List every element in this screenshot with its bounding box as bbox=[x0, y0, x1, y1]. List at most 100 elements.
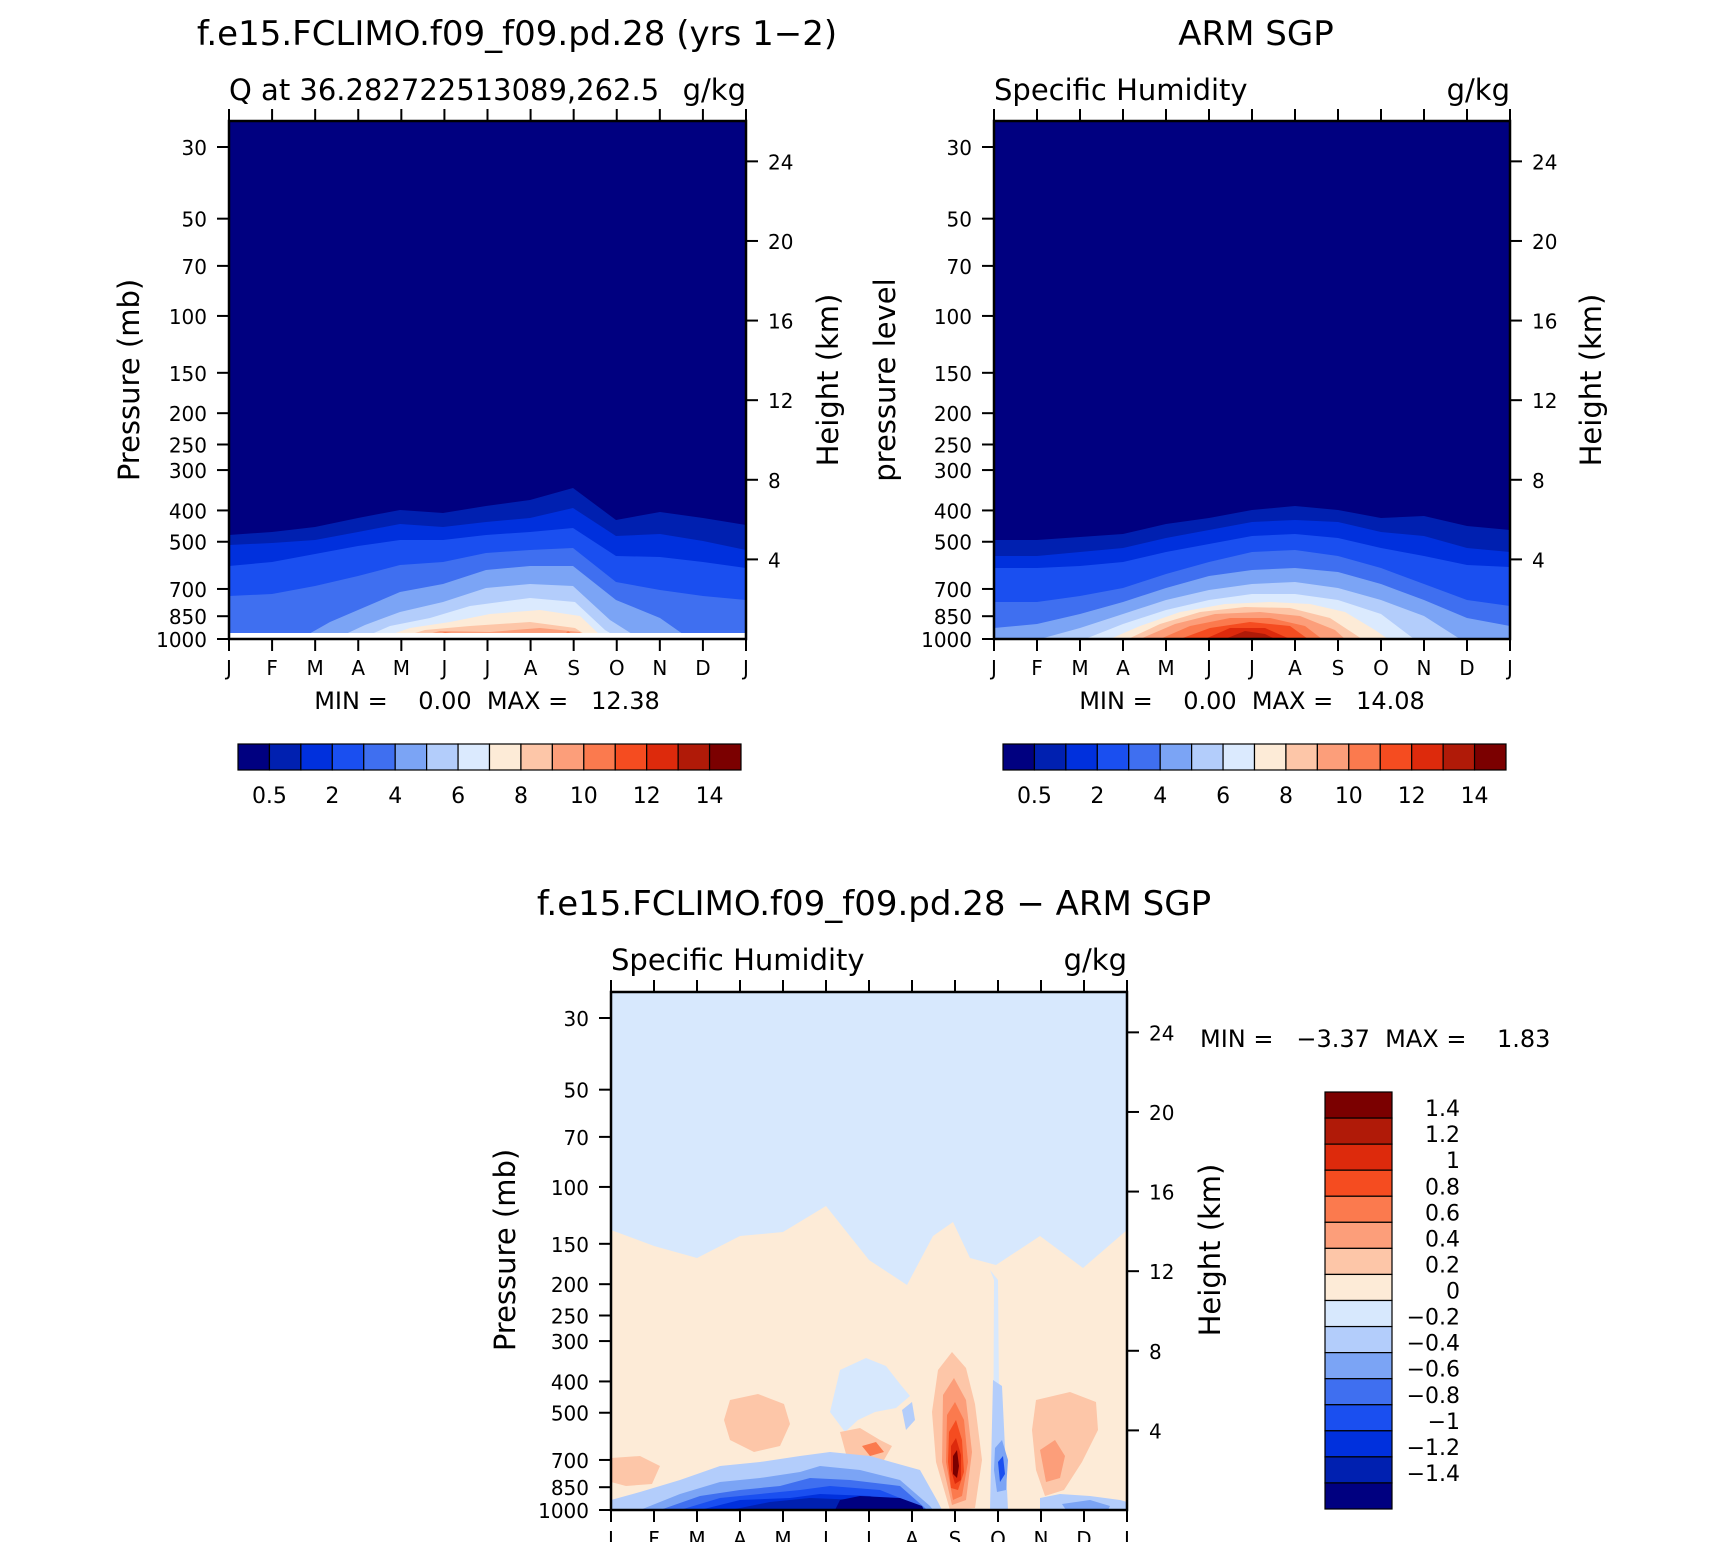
colorbar-swatch bbox=[1324, 1143, 1393, 1171]
colorbar-diff: 1.41.210.80.60.40.20−0.2−0.4−0.6−0.8−1−1… bbox=[1324, 1091, 1460, 1510]
colorbar-swatch bbox=[520, 743, 553, 771]
y-right-tick-label: 8 bbox=[1532, 469, 1545, 493]
x-tick-label: J bbox=[989, 656, 997, 680]
colorbar-swatch bbox=[583, 743, 616, 771]
y-left-tick-label: 250 bbox=[551, 1304, 589, 1328]
colorbar-swatch bbox=[614, 743, 648, 771]
colorbar-swatch bbox=[1473, 743, 1507, 771]
y-left-tick-label: 700 bbox=[934, 578, 972, 602]
colorbar-label: −0.4 bbox=[1407, 1332, 1460, 1357]
y-right-tick-label: 16 bbox=[1149, 1181, 1174, 1205]
y-right-label: Height (km) bbox=[1574, 294, 1608, 467]
x-tick-label: N bbox=[652, 656, 667, 680]
x-tick-label: M bbox=[393, 656, 410, 680]
colorbar-swatch bbox=[237, 743, 271, 771]
y-left-tick-label: 200 bbox=[934, 402, 972, 426]
colorbar-label: 0.8 bbox=[1425, 1175, 1460, 1200]
colorbar-label: −1 bbox=[1428, 1410, 1460, 1435]
colorbar-swatch bbox=[1324, 1299, 1393, 1328]
y-left-tick-label: 200 bbox=[169, 402, 207, 426]
colorbar-label: 8 bbox=[1279, 784, 1293, 809]
y-left-tick-label: 150 bbox=[934, 362, 972, 386]
contour-band-gt1p4 bbox=[953, 1450, 959, 1478]
colorbar-label: 10 bbox=[570, 784, 598, 809]
colorbar-swatch bbox=[1324, 1352, 1393, 1380]
min-max-stats: MIN = −3.37 MAX = 1.83 bbox=[1200, 1025, 1550, 1053]
colorbar-swatch bbox=[1348, 743, 1381, 771]
y-left-tick-label: 850 bbox=[169, 605, 207, 629]
x-tick-label: O bbox=[990, 1527, 1006, 1542]
contour-field bbox=[229, 121, 746, 639]
colorbar-swatch bbox=[1324, 1247, 1393, 1276]
x-tick-label: F bbox=[266, 656, 278, 680]
x-tick-label: A bbox=[524, 656, 538, 680]
y-left-tick-label: 400 bbox=[934, 499, 972, 523]
y-left-tick-label: 150 bbox=[169, 362, 207, 386]
x-tick-label: J bbox=[1122, 1527, 1130, 1542]
y-left-tick-label: 500 bbox=[169, 531, 207, 555]
x-tick-label: J bbox=[821, 1527, 829, 1542]
colorbar-label: 14 bbox=[696, 784, 724, 809]
y-right-axis: 24 20 16 12 8 4 bbox=[746, 150, 793, 572]
colorbar-swatch bbox=[1442, 743, 1476, 771]
colorbar-swatch bbox=[551, 743, 585, 771]
y-left-label: Pressure (mb) bbox=[488, 1149, 522, 1351]
x-tick-label: O bbox=[1373, 656, 1389, 680]
y-left-tick-label: 70 bbox=[182, 255, 207, 279]
contour-band bbox=[998, 1456, 1005, 1482]
x-tick-label: A bbox=[733, 1527, 747, 1542]
colorbar-swatch bbox=[646, 743, 679, 771]
colorbar-swatch bbox=[1324, 1221, 1393, 1249]
x-tick-label: J bbox=[483, 656, 491, 680]
contour-field bbox=[611, 992, 1127, 1510]
contour-band bbox=[724, 1394, 790, 1452]
colorbar-swatch bbox=[1324, 1195, 1393, 1223]
y-right-tick-label: 12 bbox=[1149, 1260, 1174, 1284]
y-left-tick-label: 100 bbox=[551, 1176, 589, 1200]
contour-band-lt-neg1p4 bbox=[835, 1496, 924, 1510]
colorbar: 0.5 2 4 6 8 10 12 14 bbox=[237, 743, 742, 809]
y-left-tick-label: 400 bbox=[551, 1370, 589, 1394]
colorbar-label: 0.6 bbox=[1425, 1201, 1460, 1226]
colorbar-label: 1.2 bbox=[1425, 1123, 1460, 1148]
y-left-tick-label: 300 bbox=[169, 459, 207, 483]
y-right-tick-label: 20 bbox=[1532, 230, 1557, 254]
x-tick-label: A bbox=[905, 1527, 919, 1542]
panel-title: f.e15.FCLIMO.f09_f09.pd.28 − ARM SGP bbox=[537, 884, 1211, 924]
y-left-tick-label: 30 bbox=[947, 136, 972, 160]
colorbar-label: −1.4 bbox=[1407, 1462, 1460, 1487]
colorbar-label: 4 bbox=[388, 784, 402, 809]
colorbar-swatch bbox=[1324, 1091, 1393, 1119]
y-left-tick-label: 250 bbox=[934, 433, 972, 457]
colorbar-swatch bbox=[1253, 743, 1287, 771]
y-left-tick-label: 50 bbox=[182, 208, 207, 232]
contour-band bbox=[611, 1456, 660, 1486]
y-right-tick-label: 4 bbox=[768, 548, 781, 572]
y-left-tick-label: 70 bbox=[564, 1126, 589, 1150]
x-tick-label: J bbox=[1247, 656, 1255, 680]
contour-band bbox=[862, 1442, 884, 1456]
panel-obs: ARM SGP Specific Humidity g/kg 305070100… bbox=[868, 14, 1608, 809]
x-tick-label: M bbox=[1071, 656, 1088, 680]
min-max-stats: MIN = 0.00 MAX = 12.38 bbox=[314, 687, 660, 715]
colorbar-swatch bbox=[488, 743, 522, 771]
colorbar-label: 2 bbox=[325, 784, 339, 809]
y-right-tick-label: 24 bbox=[1532, 150, 1557, 174]
colorbar-swatch bbox=[1379, 743, 1413, 771]
x-tick-label: A bbox=[1116, 656, 1130, 680]
colorbar-swatch bbox=[1324, 1482, 1393, 1510]
colorbar-swatch bbox=[677, 743, 711, 771]
y-left-tick-label: 500 bbox=[934, 531, 972, 555]
contour-band bbox=[830, 1358, 910, 1432]
y-right-tick-label: 12 bbox=[768, 389, 793, 413]
y-left-tick-label: 500 bbox=[551, 1402, 589, 1426]
colorbar-swatch bbox=[1324, 1456, 1393, 1484]
x-tick-label: M bbox=[774, 1527, 791, 1542]
colorbar-label: −0.8 bbox=[1407, 1384, 1460, 1409]
y-right-tick-label: 20 bbox=[768, 230, 793, 254]
contour-band bbox=[902, 1402, 915, 1430]
